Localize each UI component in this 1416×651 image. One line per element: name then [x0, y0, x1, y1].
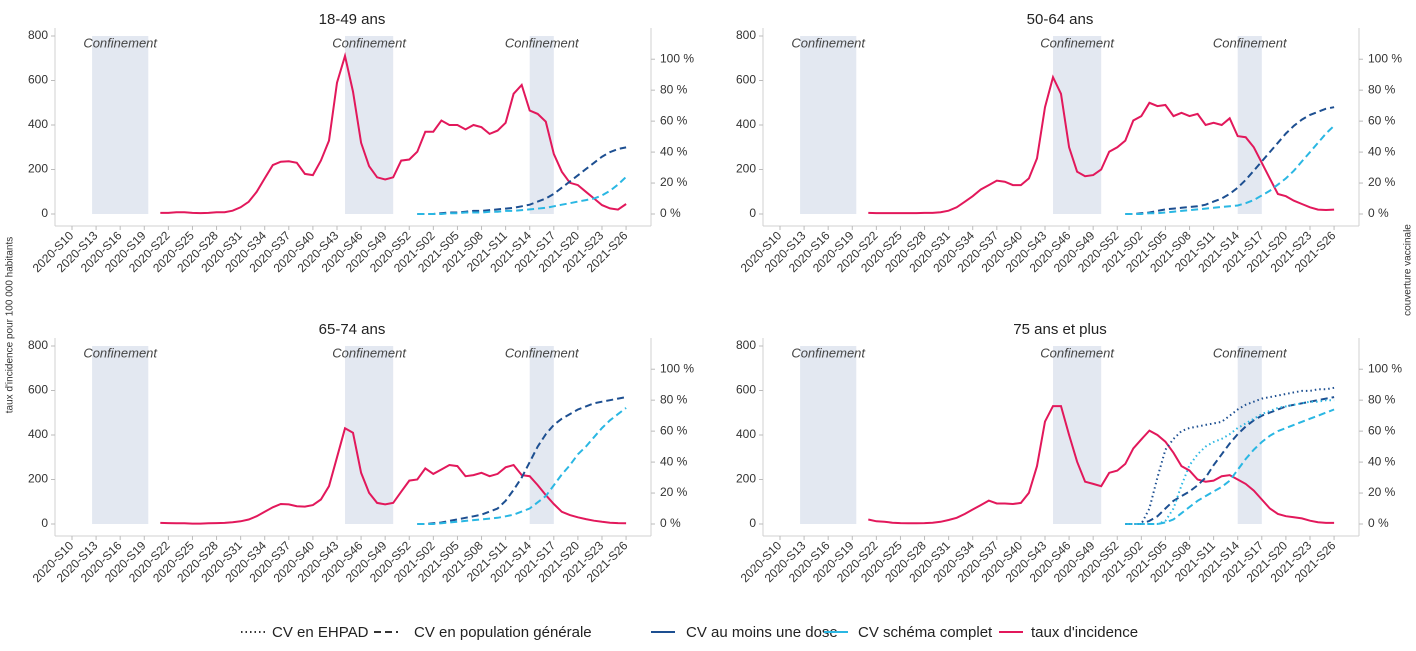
period-label: Confinement	[791, 35, 866, 50]
y-tick-label: 800	[736, 28, 756, 42]
y2-tick-label: 60 %	[1368, 113, 1396, 127]
y-tick-label: 800	[28, 338, 48, 352]
period-label: Confinement	[1213, 35, 1288, 50]
y2-tick-label: 20 %	[660, 485, 688, 499]
y2-tick-label: 40 %	[660, 454, 688, 468]
legend-label: CV schéma complet	[858, 624, 993, 641]
shaded-period	[1237, 346, 1262, 524]
y-tick-label: 800	[28, 28, 48, 42]
shaded-period	[345, 36, 394, 214]
y2-tick-label: 100 %	[1368, 361, 1402, 375]
y2-tick-label: 20 %	[1368, 485, 1396, 499]
shaded-period	[800, 36, 857, 214]
series-line	[1125, 399, 1335, 525]
y2-tick-label: 0 %	[1368, 206, 1389, 220]
series-line	[1125, 396, 1335, 525]
y2-tick-label: 40 %	[660, 144, 688, 158]
period-label: Confinement	[83, 345, 158, 360]
y2-axis-label: couverture vaccinale	[1403, 224, 1414, 316]
y2-tick-label: 20 %	[1368, 175, 1396, 189]
series-line	[1125, 125, 1335, 215]
y-tick-label: 400	[28, 117, 48, 131]
y-tick-label: 200	[28, 162, 48, 176]
period-label: Confinement	[332, 35, 407, 50]
y-tick-label: 0	[41, 206, 48, 220]
y-tick-label: 800	[736, 338, 756, 352]
shaded-period	[800, 346, 857, 524]
series-line	[1125, 106, 1335, 215]
shaded-period	[529, 36, 554, 214]
shaded-period	[1237, 36, 1262, 214]
y2-tick-label: 0 %	[660, 516, 681, 530]
series-line	[160, 52, 627, 215]
y2-tick-label: 80 %	[1368, 392, 1396, 406]
series-line	[417, 396, 627, 525]
period-label: Confinement	[505, 345, 580, 360]
y2-tick-label: 40 %	[1368, 144, 1396, 158]
shaded-period	[1053, 36, 1102, 214]
panel-title: 50-64 ans	[1027, 11, 1094, 28]
shaded-period	[92, 346, 149, 524]
series-line	[160, 426, 627, 525]
period-label: Confinement	[332, 345, 407, 360]
series-line	[417, 407, 627, 525]
panel-title: 18-49 ans	[319, 11, 386, 28]
y-tick-label: 200	[28, 472, 48, 486]
series-line	[868, 405, 1335, 525]
period-label: Confinement	[1040, 345, 1115, 360]
shaded-period	[345, 346, 394, 524]
series-line	[1125, 386, 1335, 525]
legend-label: taux d'incidence	[1031, 624, 1138, 641]
y2-tick-label: 100 %	[660, 51, 694, 65]
y2-tick-label: 100 %	[1368, 51, 1402, 65]
period-label: Confinement	[505, 35, 580, 50]
y2-tick-label: 60 %	[660, 423, 688, 437]
y-tick-label: 400	[736, 117, 756, 131]
y-tick-label: 0	[749, 206, 756, 220]
shaded-period	[1053, 346, 1102, 524]
y2-tick-label: 80 %	[660, 392, 688, 406]
y2-tick-label: 0 %	[660, 206, 681, 220]
y-tick-label: 200	[736, 472, 756, 486]
y2-tick-label: 0 %	[1368, 516, 1389, 530]
y2-tick-label: 40 %	[1368, 454, 1396, 468]
y-tick-label: 200	[736, 162, 756, 176]
period-label: Confinement	[83, 35, 158, 50]
period-label: Confinement	[1213, 345, 1288, 360]
panel-title: 75 ans et plus	[1013, 321, 1106, 338]
series-line	[1125, 408, 1335, 525]
y2-tick-label: 60 %	[1368, 423, 1396, 437]
shaded-period	[529, 346, 554, 524]
legend-label: CV au moins une dose	[686, 624, 838, 641]
y-tick-label: 400	[28, 427, 48, 441]
y-tick-label: 600	[28, 383, 48, 397]
y-tick-label: 600	[28, 73, 48, 87]
y2-tick-label: 80 %	[1368, 82, 1396, 96]
y-tick-label: 0	[41, 516, 48, 530]
legend-label: CV en EHPAD	[272, 624, 369, 641]
series-line	[417, 146, 627, 215]
y-tick-label: 600	[736, 73, 756, 87]
y2-tick-label: 80 %	[660, 82, 688, 96]
y2-tick-label: 60 %	[660, 113, 688, 127]
series-line	[417, 176, 627, 215]
y2-tick-label: 20 %	[660, 175, 688, 189]
y2-tick-label: 100 %	[660, 361, 694, 375]
legend-label: CV en population générale	[414, 624, 592, 641]
period-label: Confinement	[1040, 35, 1115, 50]
y-tick-label: 0	[749, 516, 756, 530]
y-tick-label: 400	[736, 427, 756, 441]
shaded-period	[92, 36, 149, 214]
y-axis-label: taux d'incidence pour 100 000 habitants	[5, 237, 16, 413]
y-tick-label: 600	[736, 383, 756, 397]
series-line	[868, 74, 1335, 215]
panel-title: 65-74 ans	[319, 321, 386, 338]
period-label: Confinement	[791, 345, 866, 360]
